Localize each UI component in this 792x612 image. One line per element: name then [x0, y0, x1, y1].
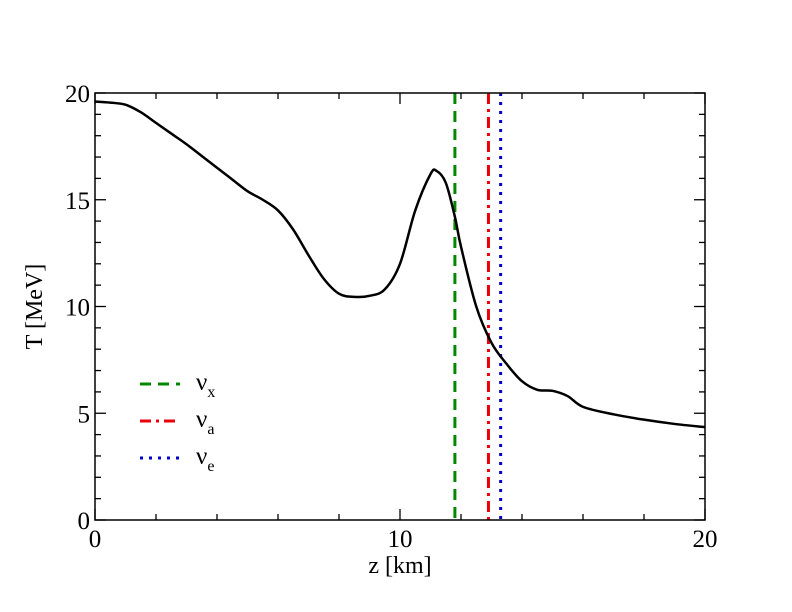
legend-subscript: e — [207, 458, 214, 475]
legend-label-nu-a: νa — [196, 406, 214, 438]
y-axis-title: T [MeV] — [22, 264, 48, 350]
y-tick-label: 0 — [78, 508, 91, 535]
tick-labels: 0 10 20 0 5 10 15 20 — [65, 81, 718, 553]
series-line-temperature — [94, 100, 706, 429]
legend: νx νa νe — [140, 369, 215, 475]
legend-label-nu-e: νe — [196, 443, 214, 475]
legend-subscript: a — [207, 421, 214, 438]
x-tick-label: 10 — [388, 526, 413, 553]
y-tick-label: 5 — [78, 401, 91, 428]
x-tick-label: 20 — [693, 526, 718, 553]
y-tick-label: 20 — [65, 81, 90, 108]
y-tick-label: 10 — [65, 295, 90, 322]
legend-label-nu-x: νx — [196, 369, 215, 401]
axis-ticks — [94, 92, 706, 521]
x-tick-label: 0 — [89, 526, 102, 553]
legend-subscript: x — [207, 384, 215, 401]
y-tick-label: 15 — [65, 188, 90, 215]
plot-area — [94, 93, 706, 520]
plot-frame — [94, 92, 706, 521]
x-axis-title: z [km] — [368, 553, 431, 579]
